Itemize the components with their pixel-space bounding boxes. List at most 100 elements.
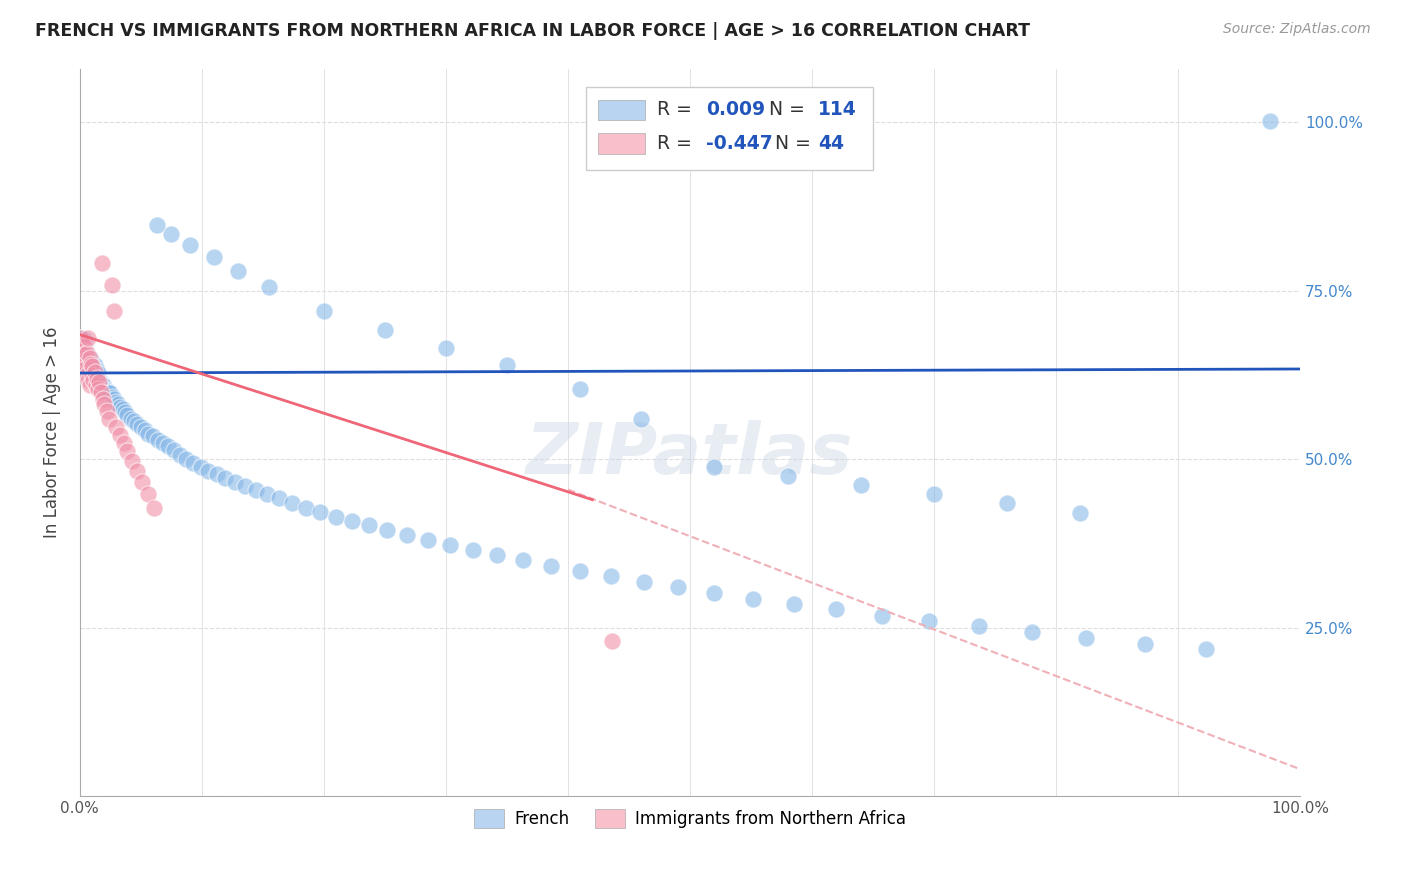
Point xyxy=(79,351,101,366)
Point xyxy=(918,614,941,628)
Point xyxy=(136,426,159,441)
Point xyxy=(136,487,159,501)
Point xyxy=(75,351,97,366)
Point xyxy=(1133,637,1156,651)
Point xyxy=(434,341,457,355)
Point xyxy=(496,358,519,372)
Point xyxy=(127,417,149,432)
Point xyxy=(600,634,623,648)
Point xyxy=(112,436,135,450)
Point xyxy=(357,518,380,533)
Point xyxy=(486,548,509,562)
Point xyxy=(90,376,112,391)
Point xyxy=(73,337,96,351)
Point xyxy=(96,403,118,417)
Point xyxy=(1021,625,1043,640)
Point xyxy=(72,336,94,351)
Point xyxy=(72,344,94,359)
Point xyxy=(83,366,105,380)
Point xyxy=(80,354,103,368)
Point xyxy=(83,365,105,379)
Point xyxy=(77,357,100,371)
FancyBboxPatch shape xyxy=(586,87,873,170)
Point xyxy=(967,619,990,633)
Point xyxy=(325,509,347,524)
Point xyxy=(89,375,111,389)
Point xyxy=(82,362,104,376)
Text: N =: N = xyxy=(775,134,817,153)
Point xyxy=(80,352,103,367)
Point xyxy=(73,348,96,362)
Point xyxy=(281,496,304,510)
Point xyxy=(105,395,128,409)
Point xyxy=(224,475,246,490)
Y-axis label: In Labor Force | Age > 16: In Labor Force | Age > 16 xyxy=(44,326,60,538)
Point xyxy=(80,359,103,374)
Point xyxy=(117,444,139,458)
Point xyxy=(202,250,225,264)
Point xyxy=(633,574,655,589)
Point xyxy=(77,348,100,362)
Text: 0.009: 0.009 xyxy=(706,101,765,120)
Point xyxy=(79,378,101,392)
FancyBboxPatch shape xyxy=(599,100,645,120)
Point xyxy=(76,368,98,382)
Point xyxy=(96,383,118,397)
Point xyxy=(72,339,94,353)
Point xyxy=(84,368,107,382)
Text: N =: N = xyxy=(756,101,811,120)
Point xyxy=(169,448,191,462)
Point xyxy=(197,464,219,478)
Point xyxy=(120,412,142,426)
Point xyxy=(100,386,122,401)
Point xyxy=(86,363,108,377)
Point xyxy=(100,278,122,293)
Point xyxy=(922,487,945,501)
Point xyxy=(87,382,110,396)
Point xyxy=(91,392,114,406)
Point xyxy=(98,412,121,426)
Point xyxy=(146,433,169,447)
Point xyxy=(782,597,804,611)
Point xyxy=(214,471,236,485)
Point xyxy=(72,332,94,346)
Point xyxy=(340,514,363,528)
FancyBboxPatch shape xyxy=(599,133,645,153)
Point xyxy=(90,384,112,399)
Point xyxy=(1069,506,1091,520)
Point xyxy=(142,429,165,443)
Point xyxy=(205,467,228,481)
Text: 44: 44 xyxy=(818,134,844,153)
Point xyxy=(75,352,97,367)
Point xyxy=(72,344,94,359)
Point xyxy=(73,347,96,361)
Point xyxy=(127,464,149,478)
Point xyxy=(90,375,112,389)
Point xyxy=(103,392,125,406)
Point xyxy=(143,500,166,515)
Point xyxy=(114,405,136,419)
Point xyxy=(105,420,128,434)
Point xyxy=(87,366,110,380)
Point xyxy=(599,569,621,583)
Point xyxy=(395,527,418,541)
Point xyxy=(70,331,93,345)
Point xyxy=(86,371,108,385)
Point xyxy=(312,304,335,318)
Legend: French, Immigrants from Northern Africa: French, Immigrants from Northern Africa xyxy=(468,803,912,835)
Text: R =: R = xyxy=(657,101,697,120)
Point xyxy=(121,453,143,467)
Point xyxy=(73,357,96,371)
Point xyxy=(117,409,139,423)
Point xyxy=(97,384,120,399)
Point xyxy=(84,378,107,392)
Point xyxy=(91,378,114,392)
Point xyxy=(93,379,115,393)
Point xyxy=(849,478,872,492)
Point xyxy=(267,491,290,506)
Point xyxy=(174,452,197,467)
Point xyxy=(183,456,205,470)
Point xyxy=(90,255,112,269)
Point xyxy=(80,359,103,374)
Point xyxy=(374,323,396,337)
